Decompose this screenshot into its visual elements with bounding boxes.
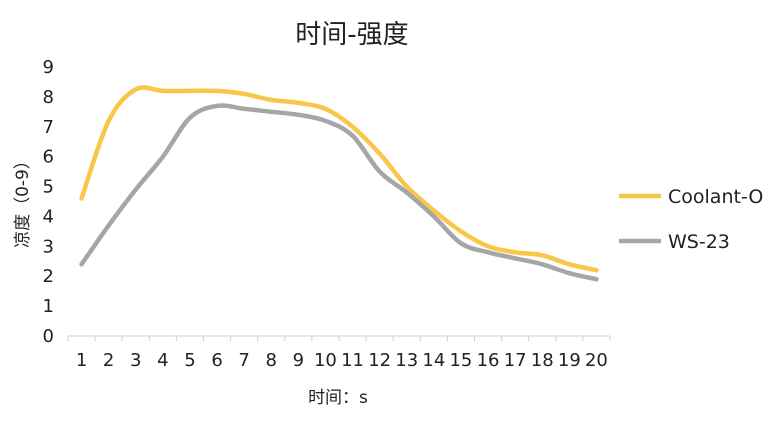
- y-tick-label: 1: [43, 296, 54, 317]
- y-tick-label: 6: [43, 147, 54, 168]
- y-tick-label: 0: [43, 326, 54, 347]
- x-tick-label: 16: [477, 350, 500, 371]
- x-tick-label: 9: [293, 350, 304, 371]
- y-tick-label: 9: [43, 57, 54, 78]
- x-tick-label: 12: [368, 350, 391, 371]
- y-tick-label: 8: [43, 87, 54, 108]
- x-axis-label: 时间：s: [308, 388, 368, 408]
- x-tick-label: 3: [130, 350, 141, 371]
- x-tick-label: 2: [103, 350, 114, 371]
- x-tick-label: 15: [449, 350, 472, 371]
- x-tick-label: 4: [157, 350, 168, 371]
- y-axis-ticks: 0 1 2 3 4 5 6 7 8 9: [43, 57, 54, 347]
- x-tick-label: 10: [314, 350, 337, 371]
- x-tick-label: 14: [422, 350, 445, 371]
- x-tick-label: 17: [504, 350, 527, 371]
- y-tick-label: 5: [43, 177, 54, 198]
- series-line-0: [79, 85, 599, 273]
- x-tick-label: 11: [341, 350, 364, 371]
- legend: Coolant-O WS-23: [619, 186, 763, 253]
- series-layer: [79, 85, 599, 282]
- x-tick-label: 7: [238, 350, 249, 371]
- y-axis-label: 凉度（0-9）: [13, 152, 33, 248]
- y-tick-label: 2: [43, 266, 54, 287]
- y-tick-label: 7: [43, 117, 54, 138]
- x-tick-label: 8: [266, 350, 277, 371]
- x-tick-label: 19: [558, 350, 581, 371]
- x-tick-label: 13: [395, 350, 418, 371]
- x-tick-label: 18: [531, 350, 554, 371]
- x-tick-label: 5: [184, 350, 195, 371]
- x-axis-ticks: 1 2 3 4 5 6 7 8 9 10 11 12 13 14 15 16 17 18 19 20: [67, 336, 611, 371]
- x-tick-label: 1: [76, 350, 87, 371]
- x-tick-label: 6: [211, 350, 222, 371]
- legend-label: WS-23: [668, 231, 730, 253]
- y-tick-label: 4: [43, 206, 54, 227]
- chart-title: 时间-强度: [295, 20, 408, 50]
- x-tick-label: 20: [585, 350, 608, 371]
- legend-label: Coolant-O: [668, 186, 763, 208]
- series-line-1: [79, 103, 599, 282]
- y-tick-label: 3: [43, 236, 54, 257]
